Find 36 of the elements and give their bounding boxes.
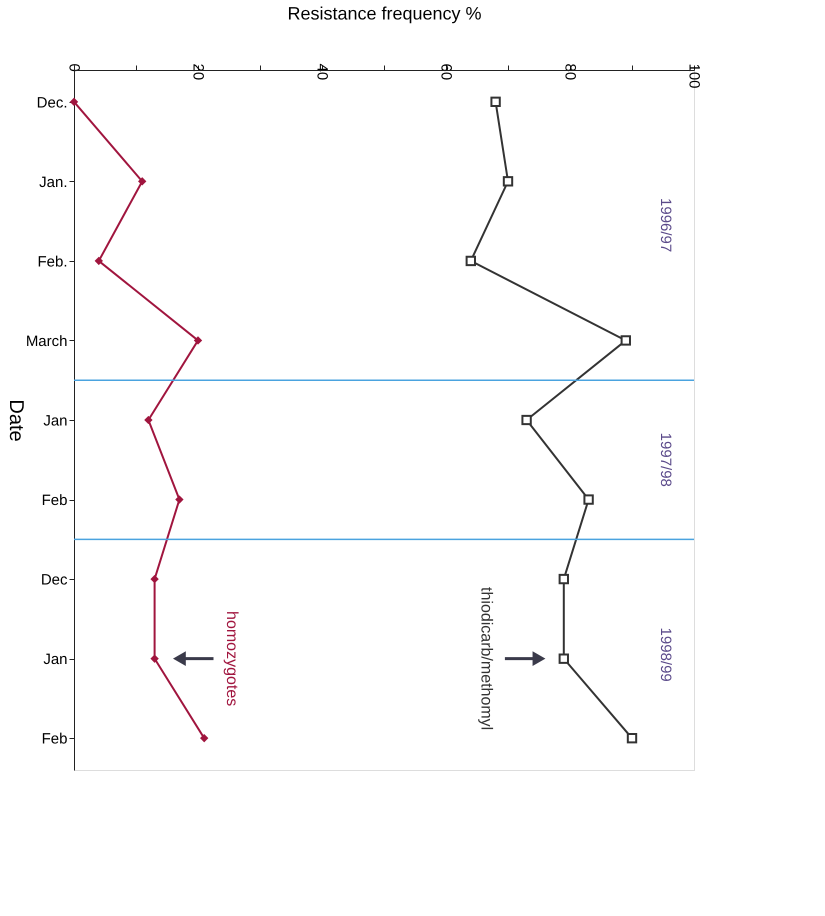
point xyxy=(521,414,532,426)
y-tick-label: Feb. xyxy=(37,253,68,270)
y-tick-label: Dec. xyxy=(36,94,68,112)
y-tick-label: Dec xyxy=(40,572,68,589)
point xyxy=(194,336,202,345)
point xyxy=(626,733,638,744)
point xyxy=(94,256,103,266)
y-tick-label: Feb xyxy=(42,730,68,748)
y-tick-label: Jan. xyxy=(39,174,68,191)
point xyxy=(620,335,631,346)
point xyxy=(200,734,208,742)
point xyxy=(558,653,569,664)
y-tick-label: Jan xyxy=(43,412,68,430)
y-tick-label: Jan xyxy=(43,651,68,668)
y-tick-label: March xyxy=(26,332,68,350)
y-axis-title: Date xyxy=(4,399,27,442)
point xyxy=(150,574,159,584)
text: thiodicarb/methomyl xyxy=(477,587,494,730)
annotation: 1998/99 xyxy=(657,628,674,682)
point xyxy=(144,416,153,424)
point xyxy=(138,177,146,186)
point xyxy=(175,495,184,504)
point xyxy=(70,98,78,106)
point xyxy=(502,176,514,187)
annotation: 1996/97 xyxy=(657,198,674,252)
x-axis-title: Resistance frequency % xyxy=(287,4,482,24)
point xyxy=(558,574,569,584)
point xyxy=(583,494,594,505)
text: homozygotes xyxy=(223,611,240,706)
x-tick-label: 40 xyxy=(314,64,330,80)
point xyxy=(150,654,159,663)
annotation: 1997/98 xyxy=(657,432,674,487)
point xyxy=(490,96,501,107)
point xyxy=(466,256,476,266)
y-tick-label: Feb xyxy=(42,492,68,510)
x-tick-label: 100 xyxy=(686,64,702,89)
